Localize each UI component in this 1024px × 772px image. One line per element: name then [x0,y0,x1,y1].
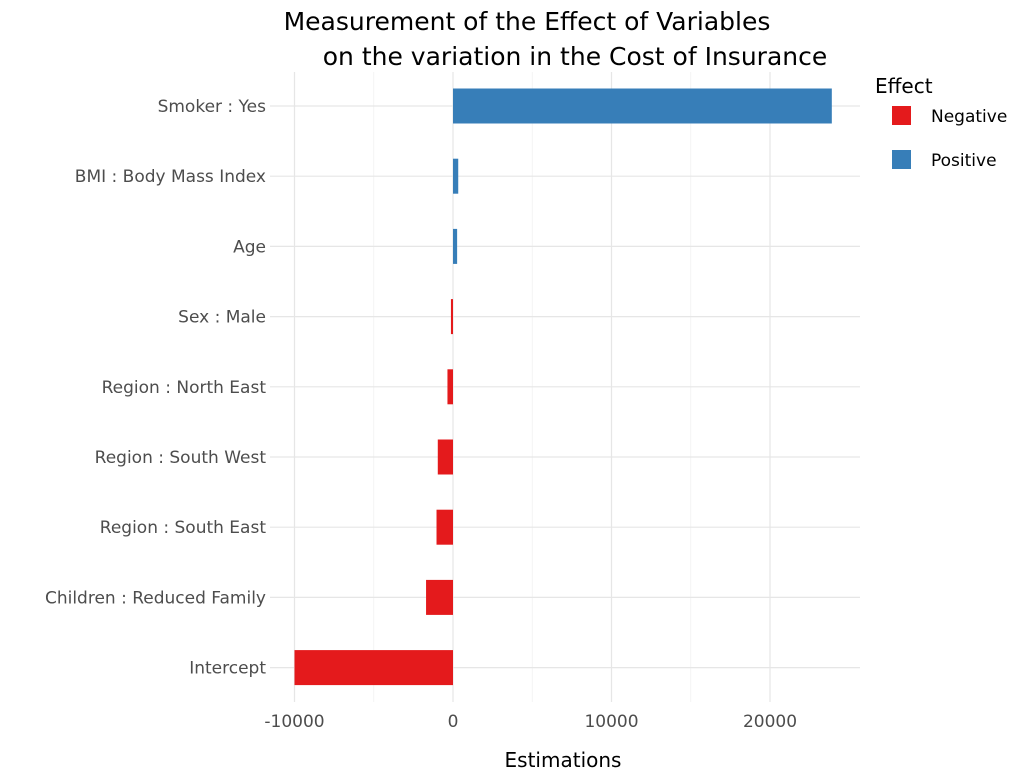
x-axis-tick-labels: -10000 0 10000 20000 [264,712,797,732]
y-tick-label: Smoker : Yes [158,97,267,117]
legend-swatch-positive [892,150,911,169]
y-tick-label: Region : North East [102,378,267,398]
grid [270,72,860,702]
bar-intercept [294,650,453,686]
chart-title-line-1: Measurement of the Effect of Variables [284,7,771,36]
bar-children-reduced-family [426,579,453,615]
x-tick-label: -10000 [264,712,324,732]
bar-region-north-east [447,369,453,405]
y-tick-label: Region : South West [95,448,267,468]
y-tick-label: Region : South East [100,518,267,538]
legend-title: Effect [875,74,933,98]
bar-age [453,228,458,264]
y-tick-label: BMI : Body Mass Index [75,167,266,187]
bars [294,88,832,686]
x-tick-label: 10000 [584,712,638,732]
x-tick-label: 0 [448,712,459,732]
chart-title-line-2: on the variation in the Cost of Insuranc… [323,42,828,71]
x-tick-label: 20000 [743,712,797,732]
y-tick-label: Intercept [189,659,266,679]
legend-swatch-negative [892,106,911,125]
legend-label-positive: Positive [931,151,997,171]
y-tick-label: Sex : Male [178,308,266,328]
legend-label-negative: Negative [931,107,1007,127]
bar-smoker-yes [453,88,832,124]
legend: Effect Negative Positive [875,74,1007,171]
bar-sex-male [450,299,453,335]
y-axis-labels: Smoker : Yes BMI : Body Mass Index Age Sex … [45,97,266,679]
bar-bmi-body-mass-index [453,158,459,194]
y-tick-label: Children : Reduced Family [45,588,266,608]
bar-region-south-west [437,439,453,475]
y-tick-label: Age [233,237,266,257]
x-axis-title: Estimations [505,748,622,772]
bar-region-south-east [436,509,453,545]
